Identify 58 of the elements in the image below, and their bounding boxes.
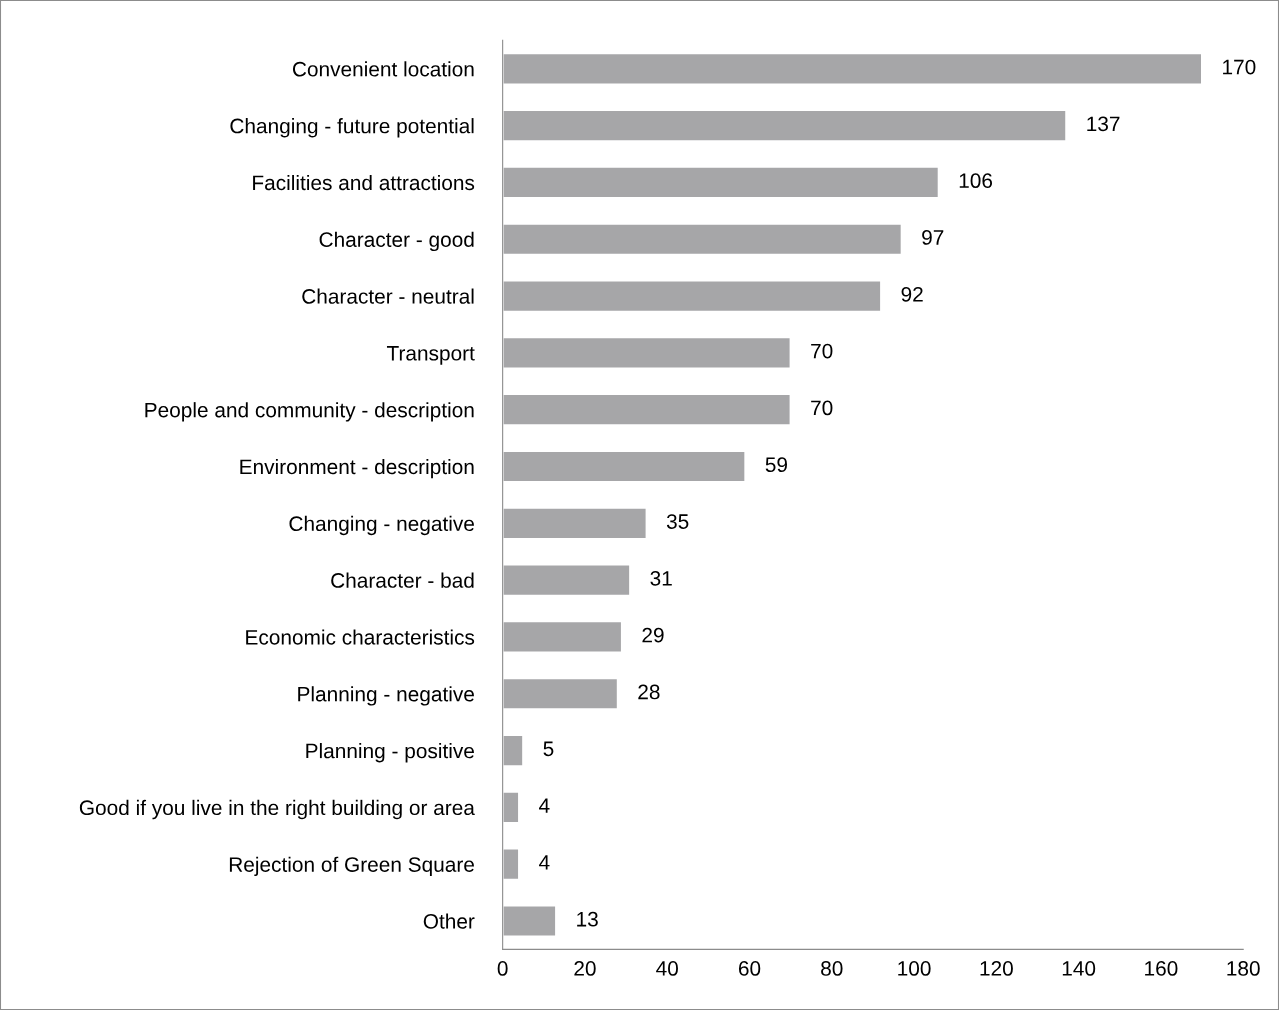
x-tick-label: 60 xyxy=(738,961,761,976)
data-label: 13 xyxy=(577,911,598,927)
data-label: 70 xyxy=(811,400,833,416)
data-label: 97 xyxy=(922,230,944,245)
x-tick-label: 160 xyxy=(1145,961,1178,976)
data-label: 70 xyxy=(811,343,833,359)
data-label: 4 xyxy=(539,798,550,813)
bar xyxy=(502,847,521,881)
data-label: 35 xyxy=(666,514,689,529)
y-tick-label: Good if you live in the right building or area xyxy=(79,799,475,820)
data-label: 137 xyxy=(1087,116,1120,132)
bar xyxy=(502,393,792,427)
bar xyxy=(502,790,521,825)
y-tick-label: People and community - description xyxy=(145,402,474,422)
x-tick-label: 120 xyxy=(980,961,1013,976)
bar xyxy=(502,733,525,768)
x-tick-label: 180 xyxy=(1227,961,1260,976)
bar xyxy=(502,279,883,313)
data-label: 28 xyxy=(638,684,660,700)
y-tick-label: Character - good xyxy=(319,231,474,252)
y-tick-label: Rejection of Green Square xyxy=(229,856,474,877)
y-tick-label: Transport xyxy=(386,346,475,365)
bar xyxy=(502,222,903,256)
y-tick-label: Character - neutral xyxy=(302,288,474,304)
data-label: 92 xyxy=(901,286,923,302)
x-tick-label: 20 xyxy=(574,961,596,976)
y-tick-label: Planning - positive xyxy=(306,743,474,763)
bar xyxy=(502,677,619,711)
data-label: 5 xyxy=(543,741,554,757)
data-label: 106 xyxy=(959,173,993,189)
data-label: 29 xyxy=(642,627,664,643)
data-label: 170 xyxy=(1223,59,1256,75)
y-tick-label: Character - bad xyxy=(331,572,474,588)
x-tick-label: 0 xyxy=(497,961,508,976)
data-label: 59 xyxy=(765,457,788,473)
x-tick-label: 40 xyxy=(656,961,678,976)
bar xyxy=(502,165,940,200)
y-tick-label: Planning - negative xyxy=(298,686,474,706)
y-tick-label: Environment - description xyxy=(240,458,474,479)
bar xyxy=(502,108,1068,143)
bar xyxy=(502,904,558,938)
bar xyxy=(502,506,648,540)
y-tick-label: Economic characteristics xyxy=(246,629,475,645)
x-tick-label: 80 xyxy=(821,961,843,976)
data-label: 4 xyxy=(539,855,550,870)
bar xyxy=(502,449,747,484)
y-tick-label: Changing - future potential xyxy=(230,118,474,138)
y-tick-label: Changing - negative xyxy=(289,515,474,536)
x-tick-label: 140 xyxy=(1062,961,1096,976)
bar xyxy=(502,336,792,370)
data-label: 31 xyxy=(650,570,672,586)
y-tick-label: Facilities and attractions xyxy=(253,174,475,191)
bar xyxy=(502,620,623,654)
y-tick-label: Other xyxy=(423,913,475,929)
bar xyxy=(502,52,1204,86)
bar xyxy=(502,563,632,597)
x-tick-label: 100 xyxy=(898,961,931,976)
y-tick-label: Convenient location xyxy=(292,61,474,77)
